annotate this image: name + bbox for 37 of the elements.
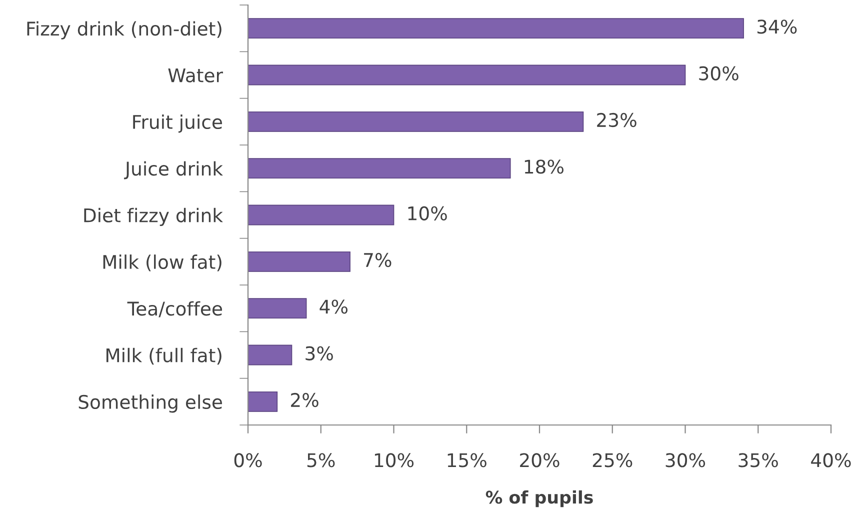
x-tick-label: 40% (811, 453, 851, 468)
bar (248, 298, 307, 319)
bar (248, 158, 511, 179)
data-label: 23% (597, 112, 636, 128)
x-axis-title: % of pupils (486, 490, 593, 508)
x-tick-label: 0% (234, 453, 262, 468)
y-tick-label: Juice drink (124, 161, 223, 180)
y-tick-label: Water (168, 68, 223, 82)
y-tick-label: Fizzy drink (non-diet) (27, 21, 222, 40)
y-tick-label: Something else (78, 394, 222, 413)
data-label: 7% (364, 252, 392, 268)
bar (248, 18, 744, 39)
bar (248, 204, 394, 226)
x-tick-label: 35% (738, 453, 778, 468)
y-tick-label: Milk (full fat) (106, 348, 222, 365)
x-tick-label: 5% (307, 453, 335, 468)
x-tick-label: 20% (520, 453, 560, 468)
x-tick-label: 15% (448, 453, 486, 468)
x-tick-label: 10% (374, 453, 414, 468)
y-tick-label: Fruit juice (133, 114, 222, 133)
data-label: 34% (757, 20, 797, 34)
bar (248, 111, 584, 132)
data-label: 2% (291, 392, 318, 408)
data-label: 30% (699, 66, 738, 80)
y-tick-label: Milk (low fat) (103, 254, 222, 272)
bar (248, 391, 278, 412)
y-tick-label: Diet fizzy drink (84, 208, 223, 226)
x-tick-label: 25% (592, 453, 632, 468)
bar (248, 251, 350, 272)
x-tick-label: 30% (666, 453, 706, 468)
bar (248, 64, 686, 86)
data-label: 4% (320, 300, 348, 314)
bar (248, 344, 292, 366)
data-label: 10% (408, 206, 447, 220)
data-label: 18% (524, 160, 564, 174)
data-label: 3% (306, 346, 333, 360)
y-tick-label: Tea/coffee (127, 301, 222, 318)
